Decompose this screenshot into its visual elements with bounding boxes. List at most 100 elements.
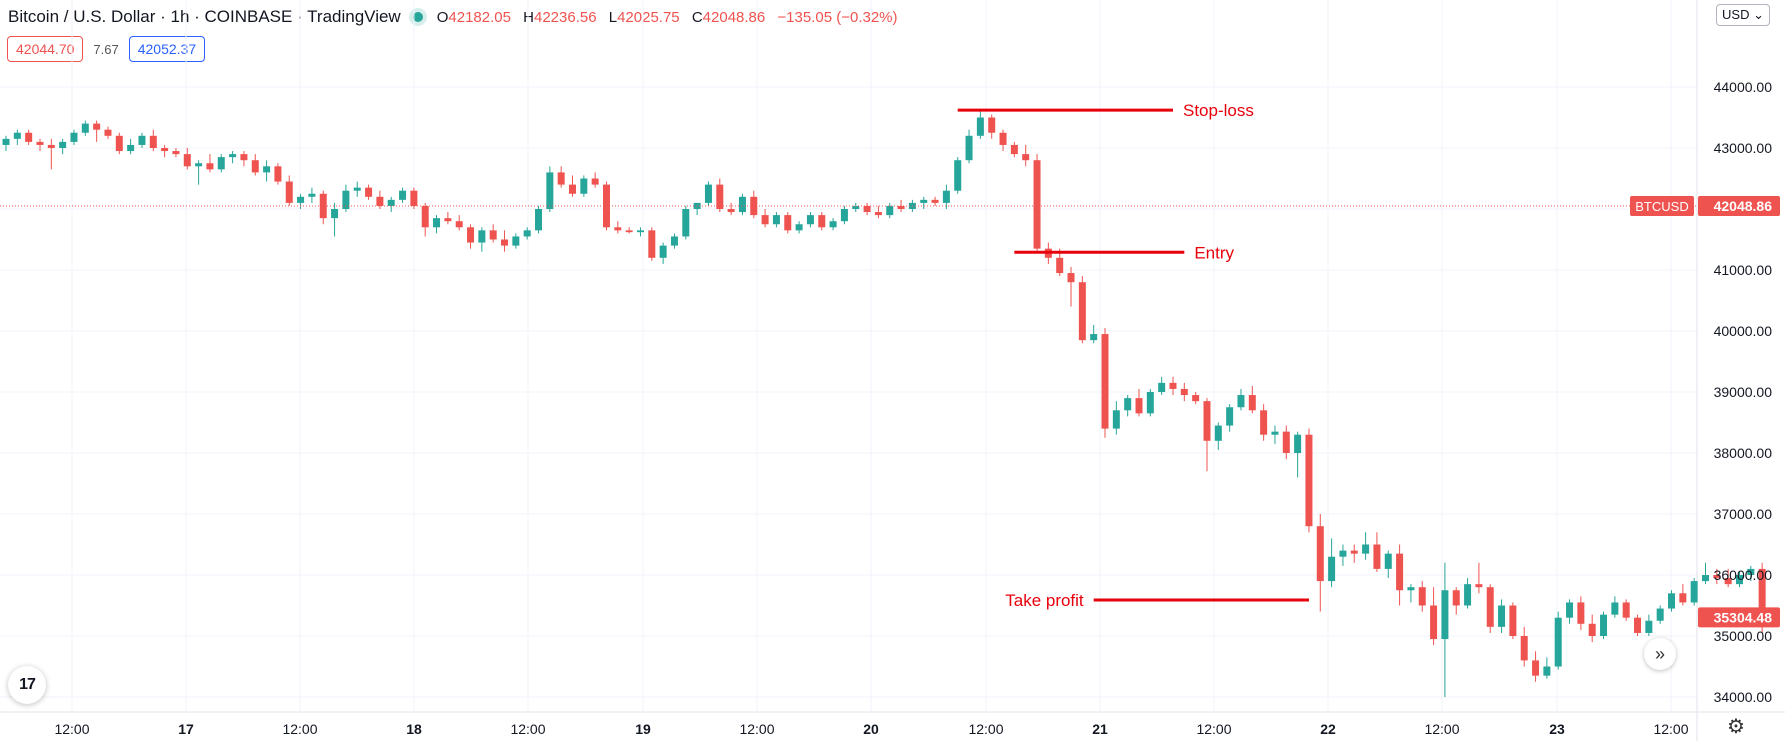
candle-body: [840, 209, 848, 222]
candle: [1237, 388, 1245, 411]
candle: [1022, 144, 1030, 167]
buy-price-button[interactable]: 42052.37: [128, 36, 206, 62]
candle-body: [501, 239, 509, 246]
candle-body: [1248, 395, 1256, 411]
candle-body: [557, 172, 565, 185]
candle: [784, 212, 792, 234]
candle: [1656, 605, 1664, 624]
candle-body: [1396, 553, 1404, 591]
candle-body: [365, 187, 373, 197]
candle: [863, 202, 871, 216]
annotations: Stop-loss Entry Take profit: [957, 101, 1309, 610]
candle-body: [104, 129, 112, 136]
candle: [1203, 398, 1211, 472]
candle-body: [625, 230, 633, 233]
price-tick-label: 43000.00: [1714, 140, 1773, 156]
candle: [591, 172, 599, 188]
price-tick-label: 38000.00: [1714, 445, 1773, 461]
candle: [931, 196, 939, 206]
price-axis[interactable]: 34000.00 35000.00 36000.00 37000.00 38000.00…: [1698, 79, 1780, 705]
tradingview-logo-icon[interactable]: 17: [8, 666, 46, 704]
candle-body: [1520, 636, 1528, 661]
candle-body: [1486, 587, 1494, 627]
candle: [1452, 587, 1460, 615]
candle: [217, 154, 225, 173]
candle: [1294, 431, 1302, 478]
candle-body: [738, 196, 746, 213]
candle: [1384, 550, 1392, 579]
candle-body: [331, 209, 339, 219]
candle-body: [761, 215, 769, 225]
price-tick-label: 41000.00: [1714, 262, 1773, 278]
time-tick-label: 12:00: [282, 721, 317, 737]
candle-body: [274, 166, 282, 182]
candle: [36, 138, 44, 152]
time-axis[interactable]: 12:00 17 12:00 18 12:00 19 12:00 20 12:00 21 12:00…: [54, 721, 1688, 737]
candle-body: [1101, 334, 1109, 429]
candle-body: [1634, 617, 1642, 633]
candle-body: [59, 141, 67, 148]
candle-body: [988, 117, 996, 133]
candle: [704, 181, 712, 206]
candle-body: [965, 135, 973, 161]
scroll-right-icon[interactable]: »: [1644, 638, 1676, 670]
candle: [1645, 614, 1653, 636]
candle: [365, 184, 373, 200]
candle: [1407, 584, 1415, 603]
candle: [1350, 544, 1358, 563]
candle: [1396, 544, 1404, 606]
gear-icon[interactable]: ⚙: [1727, 716, 1745, 738]
candle: [1498, 599, 1506, 633]
candle-body: [263, 166, 271, 173]
candle-body: [1124, 398, 1132, 411]
time-tick-label: 12:00: [54, 721, 89, 737]
candle: [81, 120, 89, 136]
candle: [1180, 382, 1188, 402]
candle: [1090, 324, 1098, 344]
symbol-title[interactable]: Bitcoin / U.S. Dollar · 1h · COINBASE · …: [8, 7, 401, 26]
time-tick-label: 19: [635, 721, 651, 737]
candle: [1124, 395, 1132, 417]
spread-value: 7.67: [93, 41, 119, 57]
candle-body: [229, 154, 237, 158]
candle: [47, 138, 55, 170]
candle: [1702, 562, 1709, 585]
candle-body: [1203, 401, 1211, 441]
candle: [1588, 614, 1596, 643]
candle: [942, 184, 950, 209]
candle-body: [1033, 160, 1041, 249]
candle-body: [784, 215, 792, 231]
candle-body: [1022, 154, 1030, 161]
high-label: H: [523, 8, 534, 26]
candle-body: [1214, 425, 1222, 441]
candle: [1362, 532, 1370, 560]
candle-body: [1622, 602, 1630, 618]
candle-body: [1090, 334, 1098, 341]
candle: [727, 202, 735, 216]
candle: [240, 151, 248, 167]
candle: [1418, 581, 1426, 612]
candle-body: [818, 215, 826, 228]
candle: [1373, 532, 1381, 572]
price-tick-label: 44000.00: [1714, 79, 1773, 95]
candle: [1248, 385, 1256, 414]
candle: [2, 135, 10, 152]
candle: [659, 242, 667, 264]
candle: [1441, 562, 1449, 697]
candle: [1713, 568, 1721, 585]
candle: [1101, 327, 1109, 438]
time-tick-label: 21: [1092, 721, 1108, 737]
candle-body: [1577, 602, 1585, 624]
sell-price-button[interactable]: 42044.70: [7, 36, 84, 62]
candle: [648, 227, 656, 261]
candle: [1169, 376, 1177, 396]
candle: [13, 129, 21, 145]
candle-body: [886, 205, 894, 216]
candle: [444, 212, 452, 225]
candle: [523, 227, 531, 240]
candle-body: [1656, 608, 1664, 621]
currency-dropdown[interactable]: USD ⌄: [1716, 4, 1770, 26]
candle: [1033, 154, 1041, 252]
candle-body: [47, 144, 55, 148]
